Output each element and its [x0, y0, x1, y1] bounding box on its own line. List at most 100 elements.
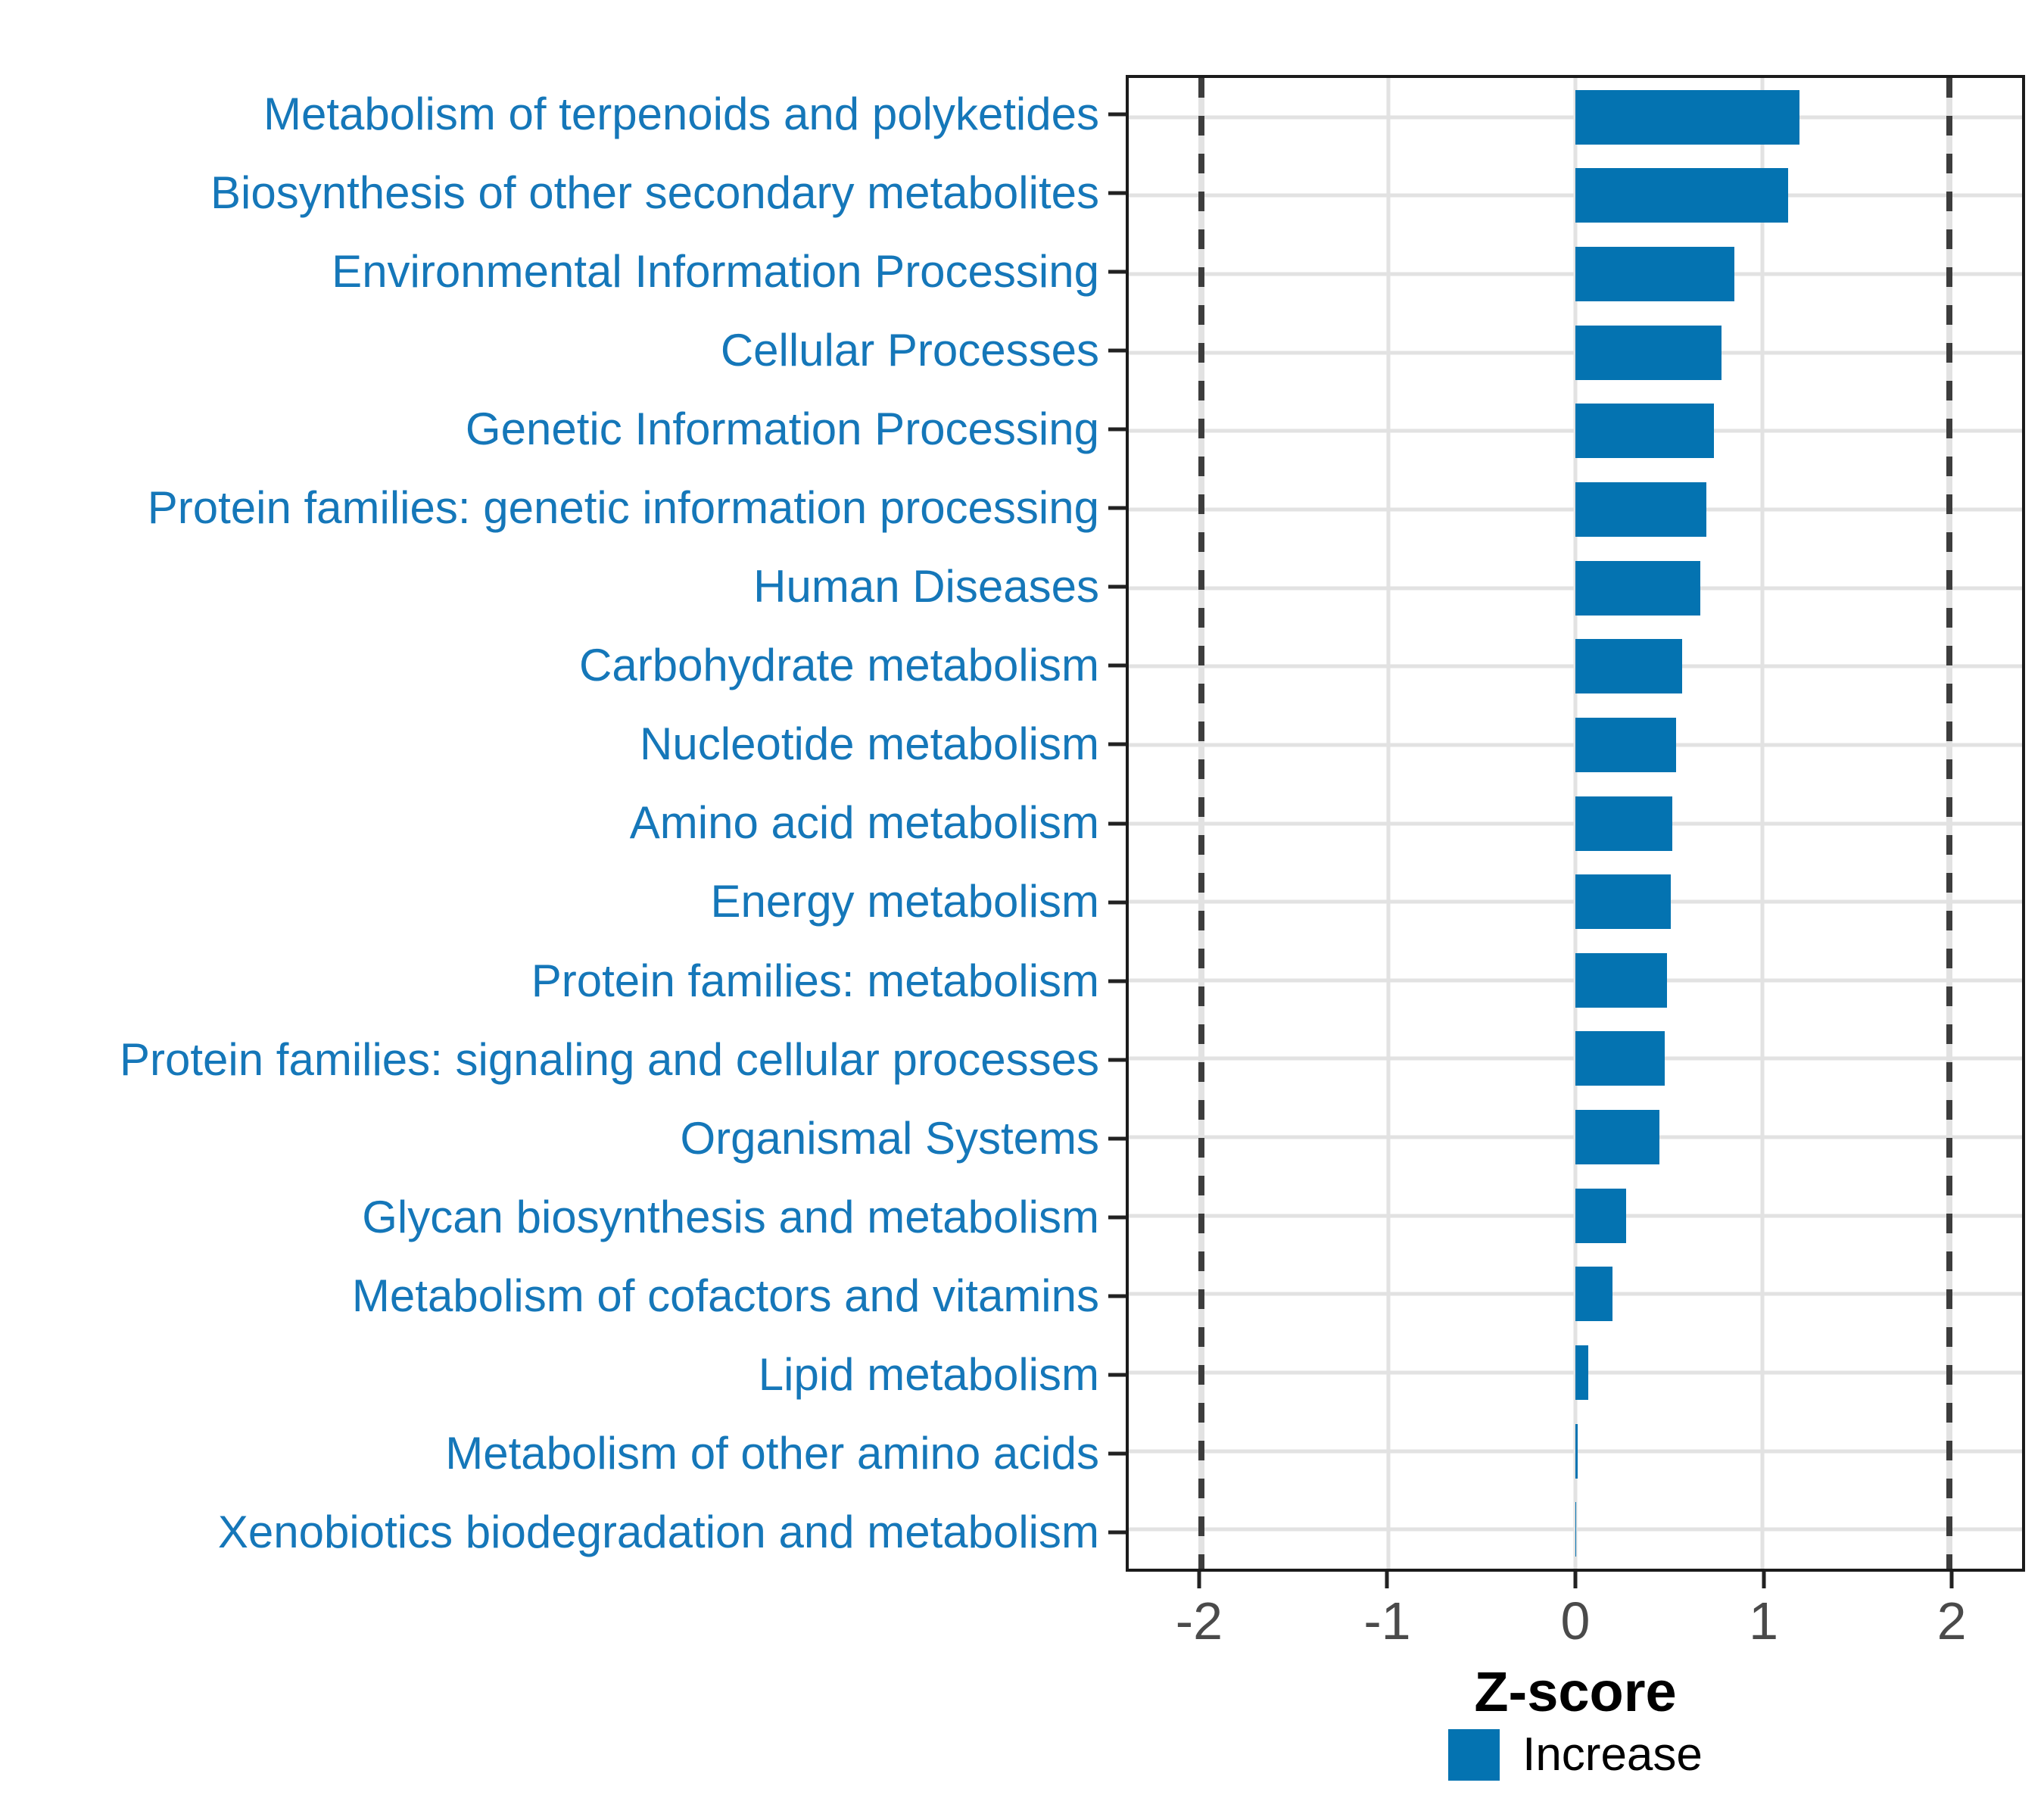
- x-tick-label: 0: [1560, 1591, 1591, 1650]
- y-tick-mark: [1108, 1373, 1126, 1377]
- category-row: Biosynthesis of other secondary metaboli…: [0, 154, 1099, 232]
- plot-panel: [1126, 75, 2025, 1572]
- y-axis-category-labels: Metabolism of terpenoids and polyketides…: [0, 75, 1099, 1572]
- legend-swatch: [1448, 1729, 1500, 1781]
- x-tick-label: -2: [1175, 1591, 1223, 1650]
- bar: [1575, 1110, 1660, 1165]
- x-tick-label: 2: [1937, 1591, 1967, 1650]
- bar: [1575, 482, 1706, 537]
- y-tick-mark: [1108, 1451, 1126, 1456]
- category-label: Genetic Information Processing: [465, 404, 1099, 455]
- y-axis-tick-marks: [1108, 75, 1126, 1572]
- category-row: Metabolism of other amino acids: [0, 1414, 1099, 1493]
- x-axis-tick-marks: [1126, 1572, 2025, 1590]
- y-tick-mark: [1108, 348, 1126, 353]
- category-row: Protein families: genetic information pr…: [0, 469, 1099, 547]
- category-label: Nucleotide metabolism: [640, 718, 1099, 770]
- category-label: Biosynthesis of other secondary metaboli…: [210, 167, 1099, 219]
- bar: [1575, 168, 1789, 223]
- x-axis-title: Z-score: [1474, 1660, 1677, 1723]
- category-row: Protein families: signaling and cellular…: [0, 1021, 1099, 1099]
- category-row: Energy metabolism: [0, 862, 1099, 941]
- category-label: Carbohydrate metabolism: [579, 640, 1099, 691]
- category-label: Cellular Processes: [720, 325, 1099, 376]
- y-tick-mark: [1108, 506, 1126, 510]
- bar: [1575, 89, 1800, 145]
- x-tick-mark: [1385, 1572, 1389, 1588]
- x-tick-label: -1: [1363, 1591, 1411, 1650]
- category-row: Glycan biosynthesis and metabolism: [0, 1178, 1099, 1257]
- category-row: Protein families: metabolism: [0, 942, 1099, 1021]
- y-tick-mark: [1108, 900, 1126, 905]
- bar: [1575, 639, 1682, 694]
- vertical-gridline: [1760, 78, 1765, 1569]
- y-tick-mark: [1108, 1058, 1126, 1062]
- category-label: Environmental Information Processing: [332, 246, 1099, 298]
- category-label: Lipid metabolism: [758, 1348, 1099, 1400]
- y-tick-mark: [1108, 112, 1126, 117]
- bar: [1575, 952, 1667, 1008]
- category-label: Protein families: metabolism: [531, 955, 1099, 1006]
- category-label: Energy metabolism: [710, 876, 1099, 927]
- y-tick-mark: [1108, 584, 1126, 589]
- y-tick-mark: [1108, 1294, 1126, 1298]
- x-axis-tick-labels: -2 -1 0 1 2: [1126, 1587, 2025, 1655]
- x-tick-mark: [1762, 1572, 1766, 1588]
- category-label: Amino acid metabolism: [629, 797, 1099, 849]
- category-row: Genetic Information Processing: [0, 390, 1099, 469]
- bar: [1575, 1345, 1589, 1400]
- x-tick-label: 1: [1749, 1591, 1778, 1650]
- y-tick-mark: [1108, 1215, 1126, 1220]
- y-tick-mark: [1108, 663, 1126, 668]
- category-label: Metabolism of cofactors and vitamins: [351, 1270, 1099, 1321]
- category-row: Organismal Systems: [0, 1099, 1099, 1178]
- category-row: Human Diseases: [0, 547, 1099, 626]
- bar: [1575, 1423, 1578, 1479]
- bar: [1575, 247, 1734, 302]
- bar: [1575, 1267, 1613, 1322]
- y-tick-mark: [1108, 821, 1126, 825]
- bar: [1575, 560, 1701, 616]
- category-row: Metabolism of terpenoids and polyketides: [0, 75, 1099, 154]
- category-label: Metabolism of other amino acids: [445, 1427, 1099, 1479]
- bar: [1575, 717, 1677, 772]
- y-tick-mark: [1108, 427, 1126, 432]
- category-row: Environmental Information Processing: [0, 232, 1099, 311]
- bar: [1575, 1502, 1577, 1557]
- category-label: Organismal Systems: [680, 1112, 1099, 1164]
- category-row: Metabolism of cofactors and vitamins: [0, 1257, 1099, 1335]
- bar: [1575, 1031, 1665, 1086]
- x-tick-mark: [1949, 1572, 1954, 1588]
- category-row: Cellular Processes: [0, 311, 1099, 390]
- y-tick-mark: [1108, 979, 1126, 983]
- x-tick-mark: [1573, 1572, 1578, 1588]
- bar: [1575, 1188, 1626, 1243]
- category-row: Amino acid metabolism: [0, 784, 1099, 862]
- y-tick-mark: [1108, 1530, 1126, 1535]
- category-label: Human Diseases: [753, 561, 1099, 612]
- category-label: Protein families: signaling and cellular…: [120, 1033, 1099, 1085]
- category-label: Metabolism of terpenoids and polyketides: [263, 89, 1099, 140]
- bar: [1575, 325, 1722, 380]
- bar: [1575, 874, 1671, 930]
- category-row: Nucleotide metabolism: [0, 705, 1099, 784]
- legend-label: Increase: [1522, 1728, 1703, 1781]
- category-label: Protein families: genetic information pr…: [147, 482, 1099, 534]
- y-tick-mark: [1108, 1136, 1126, 1141]
- legend: Increase: [1126, 1725, 2025, 1785]
- category-row: Xenobiotics biodegradation and metabolis…: [0, 1493, 1099, 1572]
- category-row: Lipid metabolism: [0, 1335, 1099, 1414]
- category-label: Glycan biosynthesis and metabolism: [362, 1191, 1099, 1242]
- dashed-reference-line: [1946, 78, 1952, 1569]
- vertical-gridline: [1386, 78, 1391, 1569]
- y-tick-mark: [1108, 270, 1126, 274]
- dashed-reference-line: [1198, 78, 1205, 1569]
- category-row: Carbohydrate metabolism: [0, 626, 1099, 705]
- x-tick-mark: [1197, 1572, 1201, 1588]
- bar: [1575, 404, 1714, 459]
- y-tick-mark: [1108, 191, 1126, 195]
- y-tick-mark: [1108, 742, 1126, 746]
- bar: [1575, 796, 1673, 851]
- category-label: Xenobiotics biodegradation and metabolis…: [217, 1506, 1099, 1557]
